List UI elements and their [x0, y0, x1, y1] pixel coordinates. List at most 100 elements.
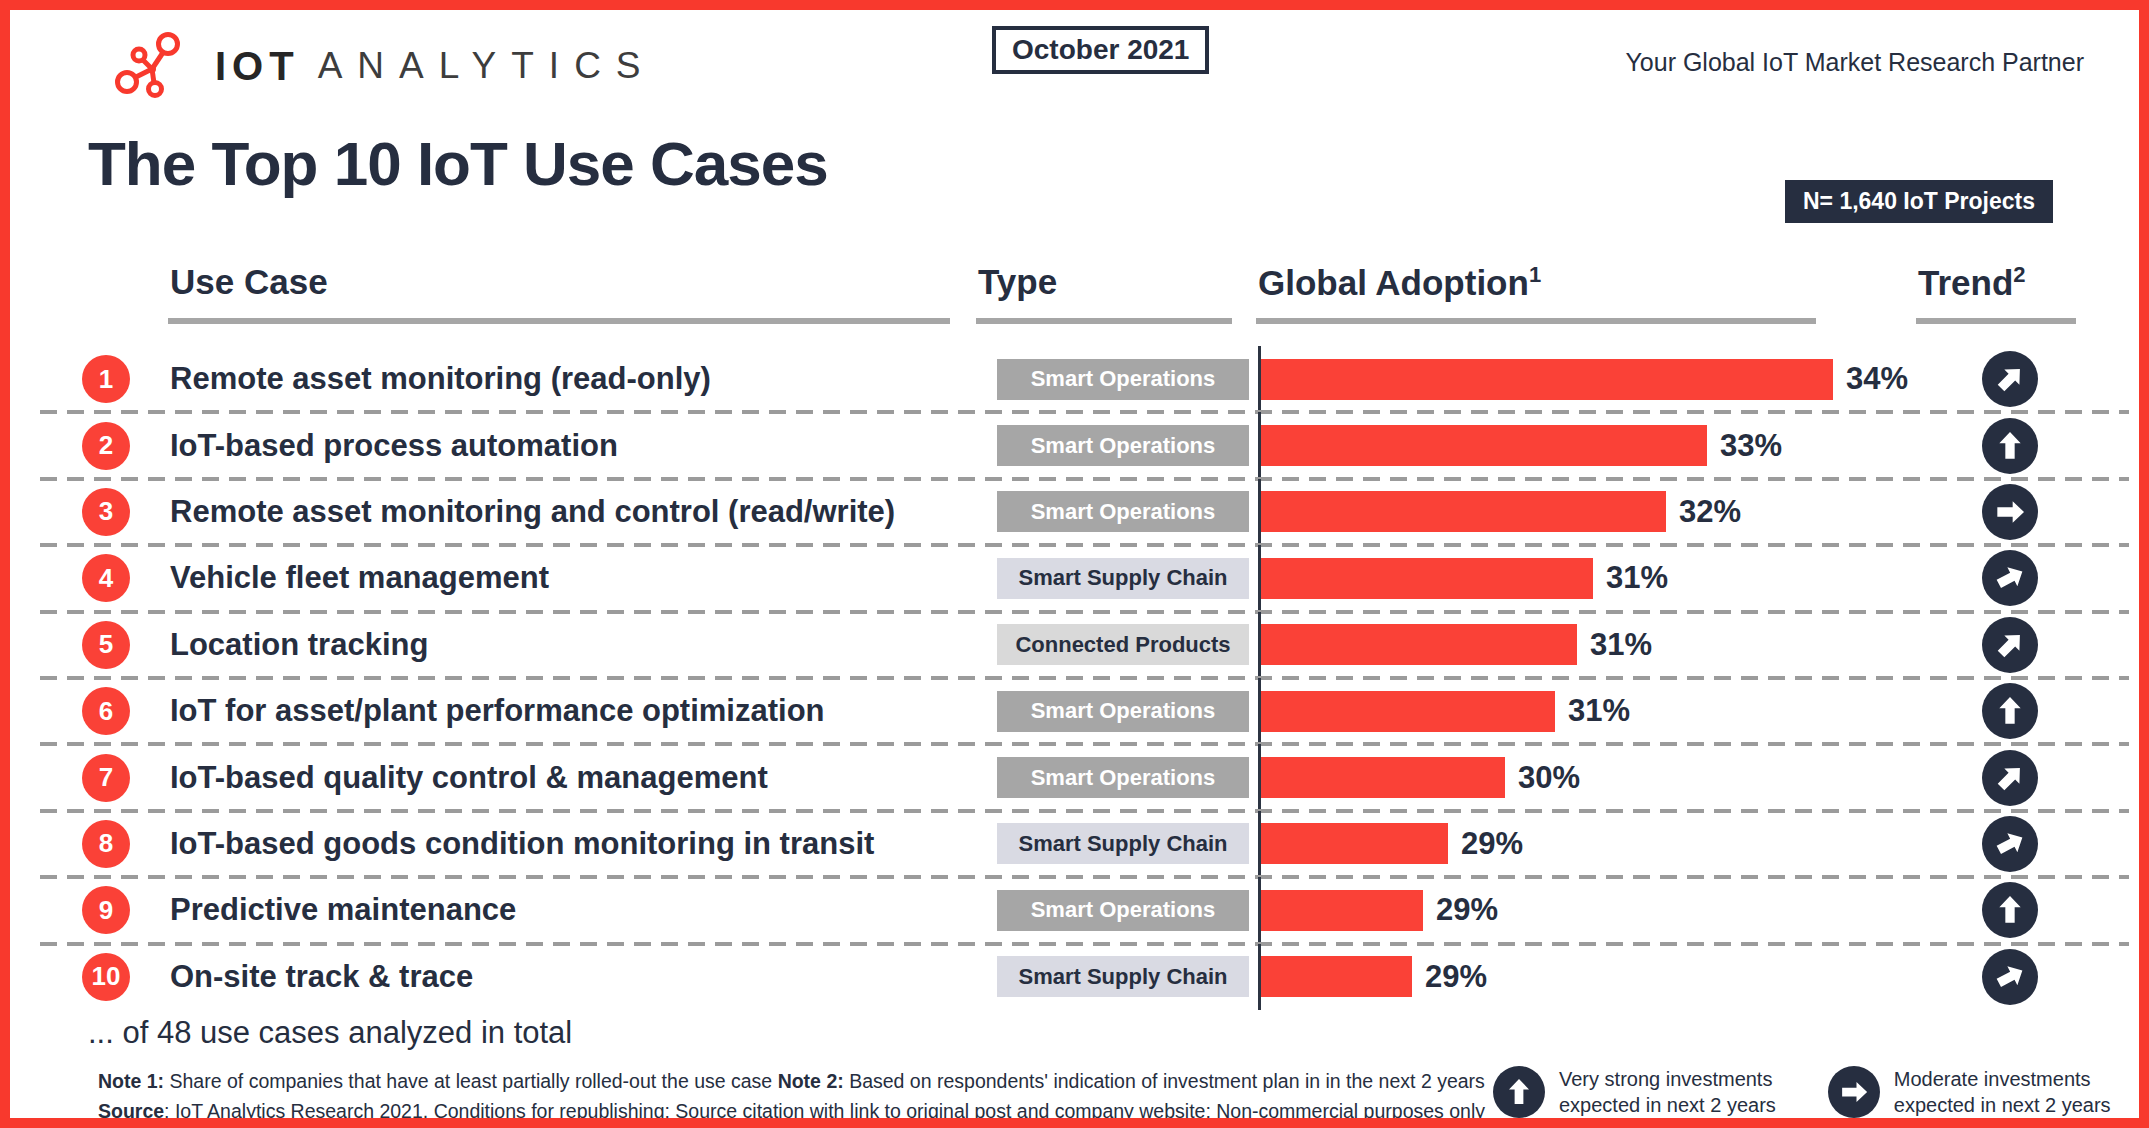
note2-label: Note 2: [778, 1070, 844, 1092]
use-case-row: 4 Vehicle fleet management Smart Supply … [40, 545, 2129, 611]
type-cell: Connected Products [988, 624, 1258, 665]
use-case-cell: 2 IoT-based process automation [40, 422, 988, 470]
rank-badge: 4 [82, 554, 130, 602]
note1-label: Note 1: [98, 1070, 164, 1092]
right-arrow-icon [1828, 1066, 1880, 1118]
adoption-bar-cell: 31% [1258, 545, 1950, 611]
use-case-cell: 6 IoT for asset/plant performance optimi… [40, 687, 988, 735]
use-case-label: IoT-based quality control & management [170, 760, 768, 796]
type-badge: Smart Operations [997, 425, 1249, 466]
adoption-bar [1261, 359, 1833, 400]
use-case-label: Location tracking [170, 627, 428, 663]
use-case-row: 6 IoT for asset/plant performance optimi… [40, 678, 2129, 744]
adoption-bar [1261, 491, 1666, 532]
brand-word-analytics: ANALYTICS [318, 45, 656, 87]
column-header-trend: Trend2 [1918, 262, 2026, 303]
trend-badge [1982, 617, 2038, 673]
adoption-value: 30% [1518, 760, 1580, 796]
trend-cell [1950, 744, 2129, 810]
type-cell: Smart Operations [988, 691, 1258, 732]
trend-cell [1950, 412, 2129, 478]
trend-arrow-icon [1988, 955, 2031, 998]
type-cell: Smart Operations [988, 491, 1258, 532]
trend-badge [1982, 949, 2038, 1005]
use-case-label: IoT-based process automation [170, 428, 618, 464]
trend-arrow-icon [1987, 622, 2032, 667]
type-badge: Smart Operations [997, 890, 1249, 931]
footnotes: Note 1: Share of companies that have at … [98, 1066, 1485, 1126]
header-underline [976, 318, 1232, 324]
rank-badge: 8 [82, 820, 130, 868]
adoption-bar [1261, 624, 1577, 665]
use-case-label: Vehicle fleet management [170, 560, 549, 596]
adoption-bar [1261, 956, 1412, 997]
type-cell: Smart Supply Chain [988, 956, 1258, 997]
brand-word-iot: IOT [215, 44, 300, 89]
adoption-value: 32% [1679, 494, 1741, 530]
adoption-bar [1261, 890, 1423, 931]
rank-badge: 5 [82, 621, 130, 669]
use-case-cell: 3 Remote asset monitoring and control (r… [40, 488, 988, 536]
use-case-cell: 4 Vehicle fleet management [40, 554, 988, 602]
trend-badge [1982, 816, 2038, 872]
type-badge: Connected Products [997, 624, 1249, 665]
type-badge: Smart Supply Chain [997, 823, 1249, 864]
trend-cell [1950, 811, 2129, 877]
trend-cell [1950, 612, 2129, 678]
column-header-type: Type [978, 262, 1057, 302]
type-cell: Smart Supply Chain [988, 823, 1258, 864]
trend-badge [1982, 750, 2038, 806]
use-case-cell: 10 On-site track & trace [40, 953, 988, 1001]
trend-arrow-icon [1994, 894, 2026, 926]
header-underline [1256, 318, 1816, 324]
adoption-bar-cell: 29% [1258, 877, 1950, 943]
adoption-value: 31% [1590, 627, 1652, 663]
trend-badge [1982, 351, 2038, 407]
header-underline [1916, 318, 2076, 324]
adoption-bar-cell: 34% [1258, 346, 1950, 412]
adoption-value: 33% [1720, 428, 1782, 464]
footnote-line-2: Source: IoT Analytics Research 2021, Con… [98, 1096, 1485, 1126]
trend-arrow-icon [1994, 496, 2026, 528]
adoption-value: 34% [1846, 361, 1908, 397]
adoption-bar [1261, 757, 1505, 798]
footnote-ref-2: 2 [2013, 262, 2025, 287]
use-case-row: 7 IoT-based quality control & management… [40, 744, 2129, 810]
trend-cell [1950, 479, 2129, 545]
trend-cell [1950, 346, 2129, 412]
use-case-row: 10 On-site track & trace Smart Supply Ch… [40, 944, 2129, 1010]
summary-line: ... of 48 use cases analyzed in total [88, 1015, 572, 1051]
adoption-bar-cell: 29% [1258, 944, 1950, 1010]
table-header: Use Case Type Global Adoption1 Trend2 [10, 258, 2139, 328]
use-case-label: IoT for asset/plant performance optimiza… [170, 693, 825, 729]
page-title: The Top 10 IoT Use Cases [88, 128, 828, 199]
trend-badge [1982, 418, 2038, 474]
trend-arrow-icon [1994, 430, 2026, 462]
use-case-row: 8 IoT-based goods condition monitoring i… [40, 811, 2129, 877]
type-badge: Smart Supply Chain [997, 558, 1249, 599]
trend-cell [1950, 944, 2129, 1010]
trend-cell [1950, 545, 2129, 611]
use-case-row: 1 Remote asset monitoring (read-only) Sm… [40, 346, 2129, 412]
footnote-line-1: Note 1: Share of companies that have at … [98, 1066, 1485, 1096]
adoption-value: 29% [1425, 959, 1487, 995]
adoption-value: 29% [1436, 892, 1498, 928]
infographic-page: IOT ANALYTICS October 2021 Your Global I… [0, 0, 2149, 1128]
adoption-bar-cell: 31% [1258, 678, 1950, 744]
rank-badge: 1 [82, 355, 130, 403]
type-cell: Smart Operations [988, 890, 1258, 931]
rank-badge: 7 [82, 754, 130, 802]
trend-badge [1982, 882, 2038, 938]
iot-analytics-logo: IOT ANALYTICS [115, 30, 656, 102]
type-cell: Smart Supply Chain [988, 558, 1258, 599]
use-case-label: Remote asset monitoring (read-only) [170, 361, 711, 397]
type-cell: Smart Operations [988, 757, 1258, 798]
use-case-table-body: 1 Remote asset monitoring (read-only) Sm… [40, 346, 2129, 1010]
adoption-value: 29% [1461, 826, 1523, 862]
trend-badge [1982, 484, 2038, 540]
adoption-bar [1261, 425, 1707, 466]
legend-label: Moderate investments expected in next 2 … [1894, 1066, 2111, 1118]
rank-badge: 10 [82, 953, 130, 1001]
use-case-cell: 1 Remote asset monitoring (read-only) [40, 355, 988, 403]
trend-legend: Very strong investments expected in next… [1493, 1066, 2111, 1118]
